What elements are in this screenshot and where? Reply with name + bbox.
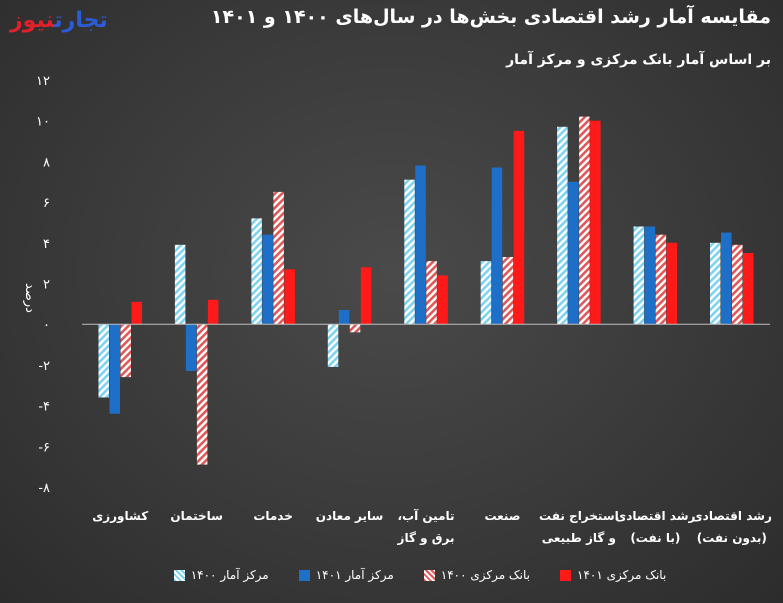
bars bbox=[82, 116, 770, 465]
x-tick-label: کشاورزی bbox=[92, 509, 148, 524]
y-axis-label: درصد bbox=[22, 283, 37, 313]
y-tick-label: ۱۰ bbox=[36, 115, 50, 130]
bar bbox=[349, 324, 361, 333]
x-tick-label: ساختمان bbox=[170, 509, 223, 523]
legend-item: بانک مرکزی ۱۴۰۱ bbox=[560, 568, 666, 582]
bar bbox=[262, 234, 273, 325]
bar bbox=[568, 181, 579, 325]
bar bbox=[513, 130, 525, 325]
bar bbox=[502, 257, 514, 325]
x-tick-label: رشد اقتصادی bbox=[692, 509, 772, 523]
bar bbox=[415, 165, 426, 325]
bar bbox=[273, 191, 284, 325]
y-tick-label: -۲ bbox=[38, 359, 50, 374]
legend-label: مرکز آمار ۱۴۰۰ bbox=[190, 568, 269, 582]
bar bbox=[579, 116, 590, 325]
bar bbox=[710, 242, 721, 325]
x-tick-label: صنعت bbox=[484, 509, 520, 523]
legend-label: بانک مرکزی ۱۴۰۰ bbox=[440, 568, 531, 582]
legend-label: بانک مرکزی ۱۴۰۱ bbox=[577, 568, 667, 582]
x-tick-label: و گاز طبیعی bbox=[542, 531, 616, 546]
bar bbox=[196, 324, 208, 465]
bar bbox=[743, 253, 754, 325]
y-tick-label: ۲ bbox=[43, 278, 50, 293]
legend-swatch bbox=[173, 569, 185, 581]
bar bbox=[732, 244, 743, 325]
bar bbox=[338, 310, 350, 325]
bar bbox=[251, 218, 262, 325]
y-tick-label: -۴ bbox=[38, 400, 50, 415]
bar bbox=[327, 324, 339, 367]
y-tick-label: ۸ bbox=[43, 155, 50, 170]
chart-subtitle: بر اساس آمار بانک مرکزی و مرکز آمار bbox=[506, 52, 771, 68]
bar bbox=[98, 324, 109, 398]
legend: بانک مرکزی ۱۴۰۱ بانک مرکزی ۱۴۰۰ مرکز آمار … bbox=[60, 568, 780, 582]
bar bbox=[644, 226, 656, 325]
y-tick-label: ۱۲ bbox=[36, 74, 50, 89]
bar bbox=[666, 242, 678, 325]
bar bbox=[185, 324, 197, 371]
bar bbox=[655, 234, 667, 325]
legend-item: بانک مرکزی ۱۴۰۰ bbox=[423, 568, 531, 582]
legend-label: مرکز آمار ۱۴۰۱ bbox=[315, 568, 394, 582]
y-tick-label: ۶ bbox=[43, 196, 50, 211]
x-tick-label: (بدون نفت) bbox=[697, 531, 767, 546]
bar bbox=[360, 267, 372, 325]
legend-item: مرکز آمار ۱۴۰۰ bbox=[173, 568, 269, 582]
x-tick-label: سایر معادن bbox=[316, 509, 384, 523]
y-tick-label: -۶ bbox=[38, 440, 50, 455]
bar bbox=[437, 275, 448, 325]
y-tick-label: -۸ bbox=[38, 481, 50, 496]
x-axis: کشاورزی ساختمان خدمات سایر معادن تامین آب، بر… bbox=[92, 508, 772, 546]
bar bbox=[207, 299, 219, 325]
x-tick-label: برق و گاز bbox=[397, 531, 455, 546]
legend-swatch bbox=[423, 569, 435, 581]
bar bbox=[633, 226, 645, 325]
bar bbox=[174, 244, 186, 325]
bar bbox=[480, 261, 492, 325]
bar bbox=[109, 324, 120, 414]
logo-part2: نیوز bbox=[10, 8, 55, 33]
bar bbox=[404, 179, 415, 325]
legend-swatch bbox=[298, 569, 310, 581]
x-tick-label: رشد اقتصادی bbox=[615, 509, 695, 523]
brand-logo: تجارتنیوز bbox=[10, 4, 108, 38]
x-tick-label: استخراج نفت bbox=[539, 509, 619, 523]
y-axis: -۸ -۶ -۴ -۲ ۰ ۲ ۴ ۶ ۸ ۱۰ ۱۲ bbox=[36, 74, 50, 496]
bar bbox=[590, 120, 601, 325]
bar bbox=[120, 324, 131, 378]
x-tick-label: (با نفت) bbox=[630, 531, 680, 545]
x-tick-label: تامین آب، bbox=[397, 508, 454, 523]
bar bbox=[131, 301, 142, 325]
legend-item: مرکز آمار ۱۴۰۱ bbox=[298, 568, 394, 582]
bar bbox=[721, 232, 732, 325]
logo-part1: تجارت bbox=[54, 8, 108, 33]
y-tick-label: ۴ bbox=[43, 237, 50, 252]
y-tick-label: ۰ bbox=[43, 318, 50, 333]
bar bbox=[426, 261, 437, 325]
bar bbox=[284, 269, 295, 325]
legend-swatch bbox=[560, 569, 572, 581]
chart-title: مقایسه آمار رشد اقتصادی بخش‌ها در سال‌ها… bbox=[210, 6, 771, 28]
bar bbox=[491, 167, 503, 325]
bar bbox=[557, 126, 568, 325]
x-tick-label: خدمات bbox=[253, 509, 293, 523]
